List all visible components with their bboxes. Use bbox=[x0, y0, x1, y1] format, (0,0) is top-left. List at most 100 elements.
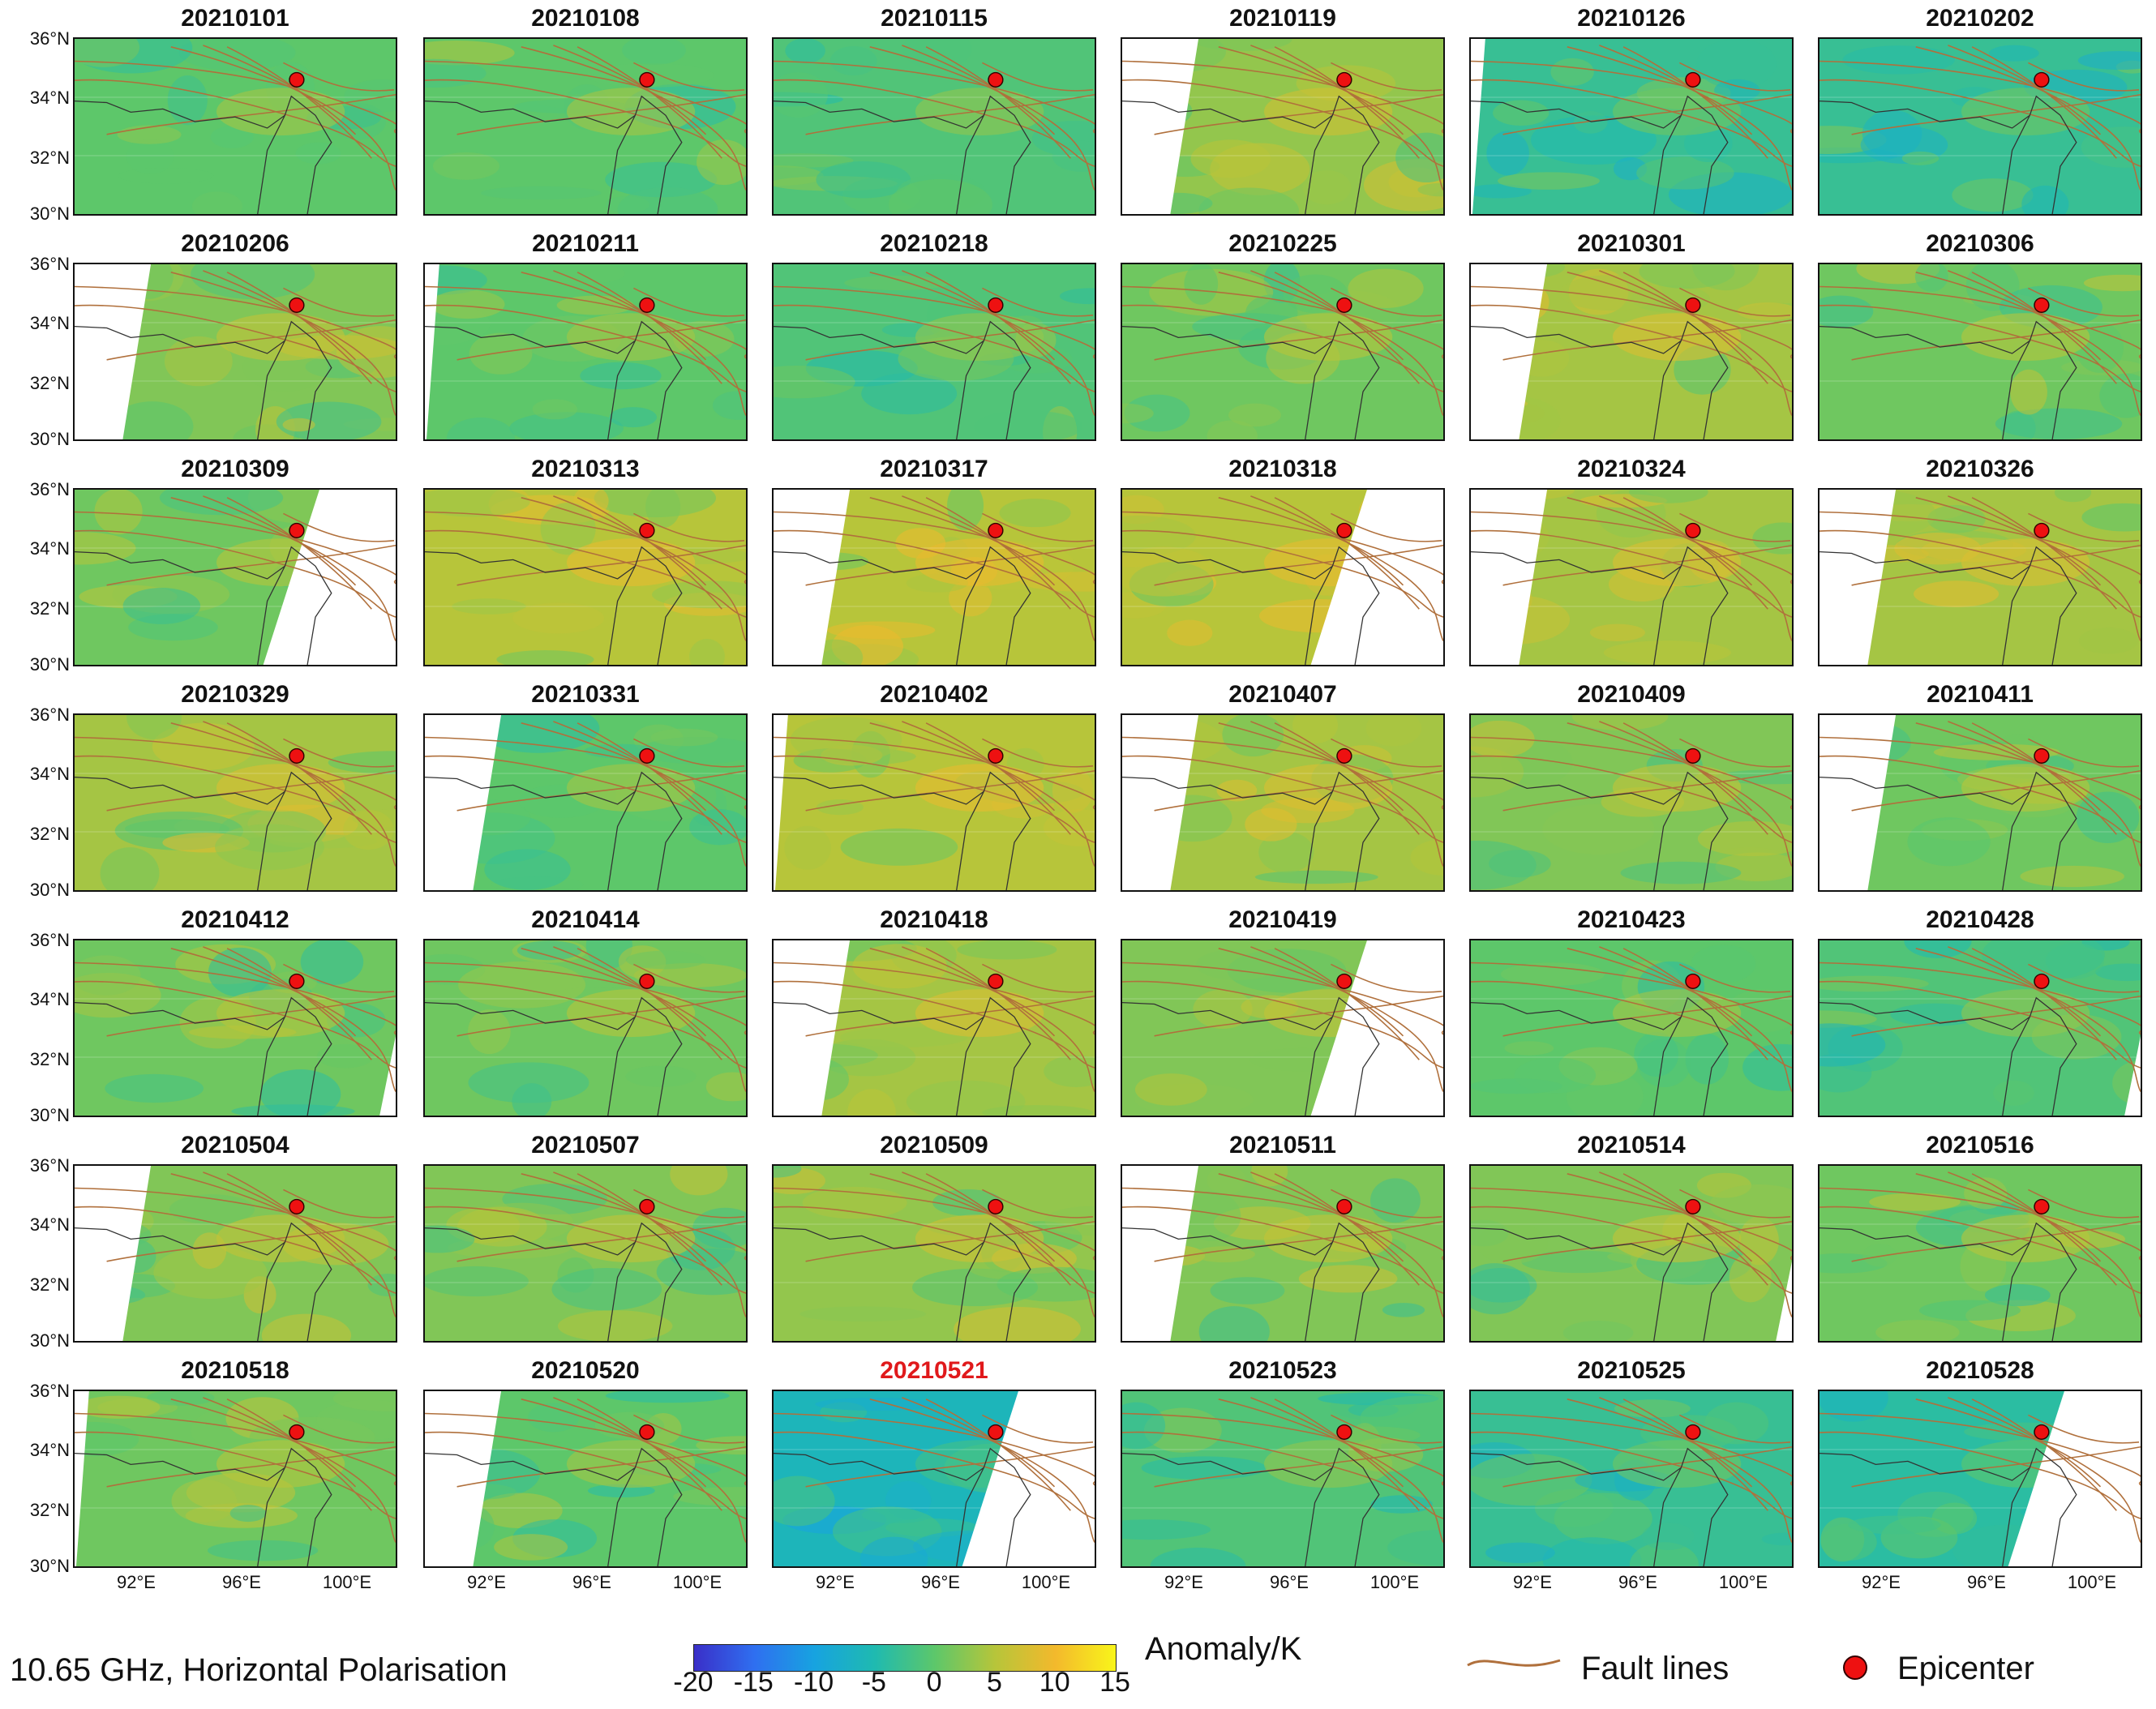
map-panel-20210509 bbox=[772, 1164, 1096, 1343]
map-panel-20210428 bbox=[1818, 939, 2142, 1117]
anomaly-blob bbox=[1302, 169, 1352, 205]
fault-line bbox=[226, 948, 372, 1060]
fault-line bbox=[1502, 995, 1792, 1037]
anomaly-blob bbox=[75, 955, 141, 996]
fault-line bbox=[170, 948, 396, 1092]
fault-line bbox=[1622, 722, 1768, 835]
anomaly-blob bbox=[457, 961, 586, 1009]
fault-line bbox=[1250, 1171, 1404, 1262]
anomaly-blob bbox=[1984, 1283, 2051, 1307]
anomaly-blob bbox=[799, 1306, 927, 1322]
panel-date-20210525: 20210525 bbox=[1577, 1357, 1686, 1384]
fault-line bbox=[1915, 722, 2141, 867]
anomaly-blob bbox=[1417, 182, 1443, 197]
lat-tick-label: 34°N bbox=[29, 538, 70, 559]
lon-tick-label: 100°E bbox=[1718, 1572, 1768, 1592]
fault-line bbox=[869, 497, 1095, 641]
fault-line bbox=[283, 738, 395, 768]
anomaly-blob bbox=[532, 399, 577, 420]
anomaly-blob bbox=[1193, 1246, 1255, 1262]
anomaly-blob bbox=[1122, 403, 1154, 424]
fault-line bbox=[226, 722, 372, 835]
fault-line bbox=[1567, 497, 1792, 641]
fault-line bbox=[869, 1398, 1095, 1543]
anomaly-blob bbox=[1918, 1300, 2021, 1321]
epicenter-marker bbox=[289, 973, 305, 989]
fault-line bbox=[1331, 512, 1442, 542]
anomaly-blob bbox=[1914, 264, 1948, 292]
map-panel-20210126 bbox=[1469, 37, 1794, 216]
fault-line bbox=[456, 995, 746, 1037]
fault-line bbox=[425, 60, 746, 134]
panel-date-20210108: 20210108 bbox=[531, 5, 640, 32]
region-border bbox=[1471, 1447, 1729, 1566]
panel-date-20210412: 20210412 bbox=[181, 906, 289, 933]
anomaly-blob bbox=[167, 75, 208, 126]
anomaly-blob bbox=[147, 1391, 215, 1406]
fault-line bbox=[577, 46, 722, 159]
fault-line bbox=[521, 497, 746, 641]
fault-line bbox=[902, 1171, 1056, 1262]
fault-line bbox=[1567, 948, 1792, 1092]
fault-line bbox=[1851, 319, 2141, 361]
anomaly-blob bbox=[1222, 715, 1284, 757]
fault-line bbox=[75, 285, 396, 359]
fault-line bbox=[1154, 93, 1443, 135]
anomaly-blob bbox=[974, 410, 1083, 439]
fault-line bbox=[1502, 93, 1792, 135]
fault-line bbox=[1622, 272, 1768, 384]
fault-line bbox=[1122, 285, 1443, 359]
anomaly-blob bbox=[827, 621, 936, 640]
panel-date-20210521: 20210521 bbox=[880, 1357, 988, 1384]
fault-line bbox=[633, 1414, 745, 1444]
swath-gap bbox=[425, 264, 439, 439]
colorbar-tick: -5 bbox=[861, 1667, 886, 1698]
anomaly-blob bbox=[1192, 39, 1292, 51]
anomaly-blob bbox=[625, 950, 706, 970]
fault-line bbox=[805, 769, 1095, 812]
anomaly-blob bbox=[344, 79, 396, 113]
anomaly-blob bbox=[1207, 1166, 1246, 1195]
fault-line bbox=[226, 1173, 372, 1286]
fault-line bbox=[1851, 93, 2141, 135]
anomaly-blob bbox=[2020, 865, 2125, 888]
panel-date-20210507: 20210507 bbox=[531, 1132, 640, 1159]
region-border bbox=[75, 1447, 332, 1566]
fault-line bbox=[1331, 287, 1442, 317]
region-border bbox=[1471, 1222, 1729, 1341]
anomaly-blob bbox=[118, 168, 214, 184]
anomaly-blob bbox=[790, 717, 902, 763]
panel-date-20210202: 20210202 bbox=[1926, 5, 2034, 32]
anomaly-blob bbox=[982, 1105, 1093, 1116]
region-border bbox=[1820, 1447, 2077, 1566]
fault-line bbox=[925, 497, 1071, 610]
fault-line bbox=[2028, 62, 2140, 92]
fault-line bbox=[456, 1220, 746, 1262]
region-border bbox=[425, 1222, 683, 1341]
fault-line bbox=[1971, 722, 2117, 835]
epicenter-legend-icon bbox=[1843, 1655, 1867, 1680]
anomaly-blob bbox=[609, 407, 658, 428]
epicenter-marker bbox=[988, 1424, 1004, 1440]
panel-date-20210318: 20210318 bbox=[1228, 456, 1337, 482]
anomaly-blob bbox=[468, 1062, 589, 1103]
map-panel-20210411 bbox=[1818, 713, 2142, 892]
panel-date-20210324: 20210324 bbox=[1577, 456, 1686, 482]
anomaly-blob bbox=[1550, 58, 1594, 86]
anomaly-blob bbox=[75, 1421, 139, 1457]
fault-line bbox=[805, 93, 1095, 135]
region-border bbox=[774, 1222, 1031, 1341]
anomaly-blob bbox=[689, 639, 725, 665]
fault-line bbox=[106, 1446, 396, 1488]
lon-tick-label: 100°E bbox=[322, 1572, 372, 1592]
panel-date-20210329: 20210329 bbox=[181, 681, 289, 708]
fault-line bbox=[633, 963, 745, 993]
fault-line bbox=[456, 93, 746, 135]
colorbar-tick: 10 bbox=[1039, 1667, 1070, 1698]
map-panel-20210211 bbox=[423, 263, 748, 441]
lon-tick-label: 92°E bbox=[1862, 1572, 1901, 1592]
fault-line bbox=[1679, 287, 1791, 317]
region-border bbox=[1122, 771, 1380, 890]
anomaly-blob bbox=[1471, 746, 1524, 798]
fault-line bbox=[226, 1398, 372, 1511]
